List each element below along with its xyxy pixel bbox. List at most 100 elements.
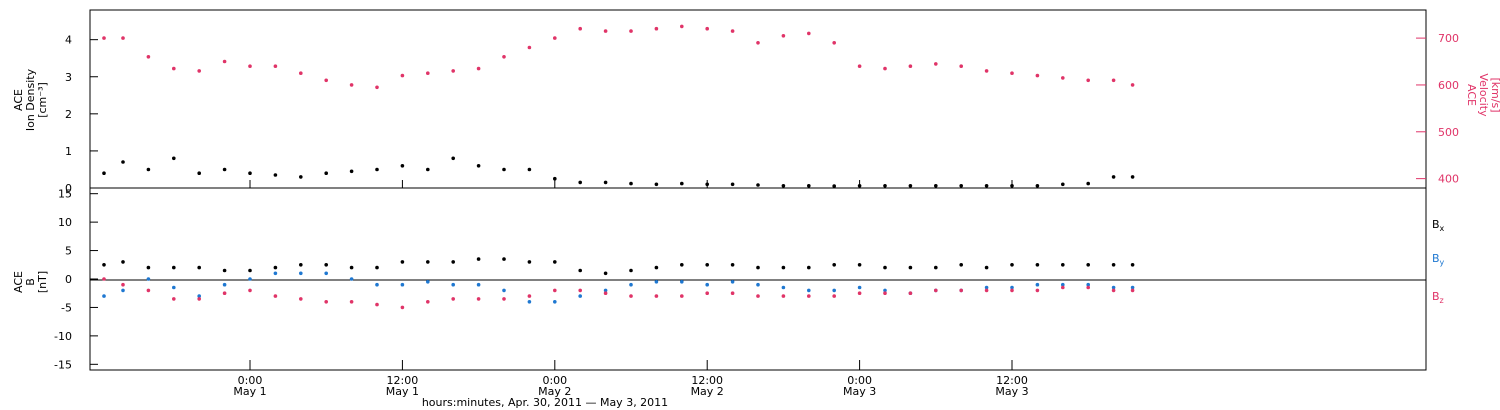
velocity-point <box>146 55 151 59</box>
velocity-point <box>426 71 430 75</box>
bx-point <box>1010 263 1014 267</box>
legend-bz: Bz <box>1432 290 1444 305</box>
density-point <box>349 169 354 174</box>
density-point <box>629 181 633 186</box>
bz-point <box>578 288 582 293</box>
bz-point <box>629 294 633 298</box>
by-point <box>273 271 278 276</box>
bx-point <box>629 268 633 273</box>
bx-point <box>375 265 379 270</box>
by-point <box>197 294 201 298</box>
bz-point <box>680 294 684 298</box>
bz-point <box>375 302 379 307</box>
by-point <box>426 280 430 284</box>
velocity-point <box>984 69 989 73</box>
bz-point <box>1111 288 1116 293</box>
density-point <box>680 181 684 186</box>
density-point <box>1086 181 1090 186</box>
x-tick-date: May 3 <box>995 385 1028 398</box>
density-point <box>400 164 405 168</box>
bx-point <box>476 257 481 261</box>
by-point <box>705 282 709 287</box>
bx-point <box>959 263 963 267</box>
bz-point <box>832 294 836 298</box>
density-point <box>934 184 938 188</box>
bx-point <box>756 265 760 270</box>
by-point <box>984 285 989 290</box>
bz-point <box>807 294 811 298</box>
bz-point <box>502 297 506 301</box>
by-point <box>883 288 887 293</box>
bz-point <box>426 300 430 304</box>
bz-point <box>476 297 481 301</box>
x-tick-date: May 2 <box>538 385 571 398</box>
bx-point <box>451 260 456 264</box>
x-axis-label: hours:minutes, Apr. 30, 2011 — May 3, 20… <box>422 396 668 409</box>
velocity-point <box>756 41 760 45</box>
density-point <box>248 171 252 175</box>
bx-point <box>1035 263 1040 267</box>
bx-point <box>654 265 659 270</box>
density-point <box>146 167 151 172</box>
bz-point <box>1130 288 1135 293</box>
density-point <box>756 183 760 187</box>
x-tick-time: 0:00 <box>542 374 567 387</box>
density-point <box>197 171 201 175</box>
velocity-ylabel-3: [km/s] <box>1489 77 1500 112</box>
velocity-point <box>883 66 887 71</box>
by-point <box>756 282 760 287</box>
bx-point <box>883 265 887 270</box>
bz-point <box>527 294 532 298</box>
bx-point <box>1061 263 1065 267</box>
x-tick-date: May 1 <box>386 385 419 398</box>
density-point <box>832 184 836 188</box>
velocity-point <box>781 34 786 38</box>
bz-point <box>705 291 709 296</box>
velocity-point <box>476 66 481 71</box>
velocity-point <box>705 26 709 31</box>
field-ytick-label: -15 <box>54 358 72 371</box>
field-ytick-label: 0 <box>65 273 72 286</box>
velocity-point <box>730 29 735 33</box>
bz-point <box>324 300 329 304</box>
bx-point <box>426 260 430 264</box>
bx-point <box>1111 263 1116 267</box>
bz-point <box>146 288 151 293</box>
density-point <box>1130 175 1135 179</box>
bx-point <box>680 263 684 267</box>
velocity-point <box>807 31 811 36</box>
bx-point <box>730 263 735 267</box>
bz-point <box>730 291 735 296</box>
density-point <box>102 171 106 175</box>
density-ylabel-3: [cm⁻³] <box>36 82 49 118</box>
by-point <box>375 282 379 287</box>
velocity-point <box>172 66 176 71</box>
bx-point <box>324 263 329 267</box>
velocity-point <box>680 24 684 29</box>
bx-point <box>578 268 582 273</box>
bz-point <box>1061 285 1065 290</box>
bx-point <box>705 263 709 267</box>
density-point <box>172 156 176 161</box>
velocity-ytick-label: 600 <box>1438 79 1459 92</box>
bx-point <box>121 260 125 264</box>
x-tick-time: 0:00 <box>238 374 263 387</box>
by-point <box>222 282 227 287</box>
density-ytick-label: 0 <box>65 182 72 195</box>
by-point <box>172 285 176 290</box>
density-point <box>603 180 608 185</box>
bx-point <box>349 265 354 270</box>
density-point <box>654 182 659 187</box>
bx-point <box>197 265 201 270</box>
velocity-point <box>553 36 557 40</box>
velocity-point <box>1010 71 1014 75</box>
bz-point <box>934 288 938 293</box>
by-point <box>451 282 456 287</box>
velocity-point <box>527 45 532 50</box>
bz-point <box>781 294 786 298</box>
bx-point <box>146 265 151 270</box>
velocity-ytick-label: 700 <box>1438 32 1459 45</box>
density-ytick-label: 2 <box>65 108 72 121</box>
bx-point <box>781 265 786 270</box>
